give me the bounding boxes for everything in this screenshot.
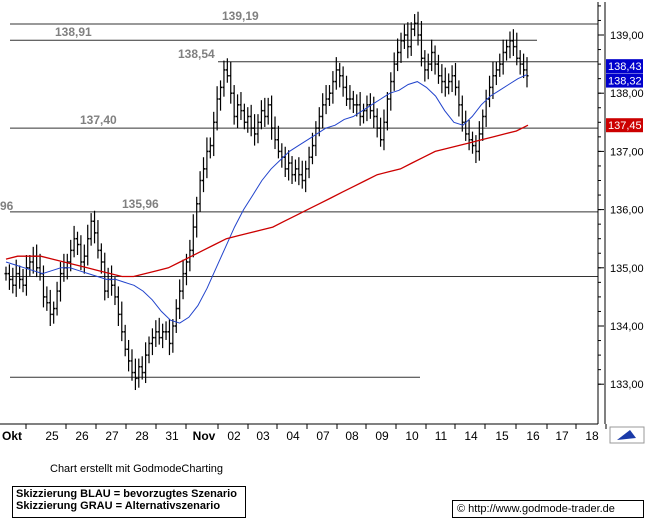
price-tag bbox=[606, 73, 643, 88]
right-tick-label: 138,00 bbox=[610, 88, 644, 100]
level-label: 137,40 bbox=[80, 113, 117, 127]
x-tick-label: Okt bbox=[2, 429, 22, 443]
url-box[interactable]: © http://www.godmode-trader.de bbox=[452, 500, 644, 518]
x-tick-label: 04 bbox=[286, 429, 300, 443]
moving-average-line bbox=[5, 74, 528, 324]
level-labels: 139,19 138,91 138,54 137,40 135,96 96 bbox=[0, 9, 259, 213]
price-tag-label: 138,32 bbox=[608, 76, 642, 88]
price-tag-label: 137,45 bbox=[608, 120, 642, 132]
x-tick-label: 14 bbox=[464, 429, 478, 443]
x-tick-label: Nov bbox=[193, 429, 216, 443]
legend-box: Skizzierung BLAU = bevorzugtes Szenario … bbox=[12, 486, 246, 518]
x-tick-label: 02 bbox=[227, 429, 241, 443]
x-tick-label: 27 bbox=[105, 429, 119, 443]
price-tag-label: 138,43 bbox=[608, 61, 642, 73]
x-tick-label: 07 bbox=[316, 429, 330, 443]
level-label: 138,91 bbox=[55, 25, 92, 39]
x-tick-label: 31 bbox=[165, 429, 179, 443]
x-tick-label: 09 bbox=[375, 429, 389, 443]
legend-grey: Skizzierung GRAU = Alternativszenario bbox=[16, 500, 221, 512]
horizontal-levels bbox=[10, 23, 598, 378]
right-tick-label: 134,00 bbox=[610, 321, 644, 333]
right-axis-ticks: 133,00 134,00 135,00 136,00 137,00 138,00 139,… bbox=[598, 5, 644, 391]
moving-average-lines bbox=[5, 74, 529, 324]
x-tick-label: 15 bbox=[495, 429, 509, 443]
x-tick-label: 08 bbox=[345, 429, 359, 443]
x-tick-label: 26 bbox=[75, 429, 89, 443]
right-tick-label: 139,00 bbox=[610, 30, 644, 42]
level-label: 139,19 bbox=[222, 9, 259, 23]
x-tick-label: 25 bbox=[45, 429, 59, 443]
moving-average-line bbox=[5, 124, 529, 278]
x-tick-label: 17 bbox=[555, 429, 569, 443]
right-tick-label: 136,00 bbox=[610, 205, 644, 217]
right-tick-label: 137,00 bbox=[610, 146, 644, 158]
right-tick-label: 133,00 bbox=[610, 379, 644, 391]
pencil-icon bbox=[617, 430, 636, 440]
price-tag bbox=[606, 59, 643, 74]
level-label: 138,54 bbox=[178, 47, 215, 61]
chart-extras bbox=[609, 426, 645, 444]
x-tick-label: 28 bbox=[135, 429, 149, 443]
right-tick-label: 135,00 bbox=[610, 263, 644, 275]
level-label-cut: 96 bbox=[0, 199, 14, 213]
legend-blue: Skizzierung BLAU = bevorzugtes Szenario bbox=[16, 488, 237, 500]
x-axis-ticks: Okt 25 26 27 28 31 Nov 02 03 04 07 08 09 10 11 14 15 16 17… bbox=[2, 424, 607, 443]
x-tick-label: 10 bbox=[405, 429, 419, 443]
plot-frame bbox=[0, 2, 606, 425]
price-tag bbox=[606, 118, 643, 133]
x-tick-label: 16 bbox=[526, 429, 540, 443]
x-tick-label: 18 bbox=[585, 429, 599, 443]
x-tick-label: 03 bbox=[256, 429, 270, 443]
x-tick-label: 11 bbox=[435, 429, 448, 443]
level-label: 135,96 bbox=[122, 197, 159, 211]
candlesticks bbox=[4, 11, 529, 391]
chart-credit: Chart erstellt mit GodmodeCharting bbox=[50, 463, 224, 475]
price-tags: 138,43 138,32 137,45 bbox=[606, 59, 643, 132]
